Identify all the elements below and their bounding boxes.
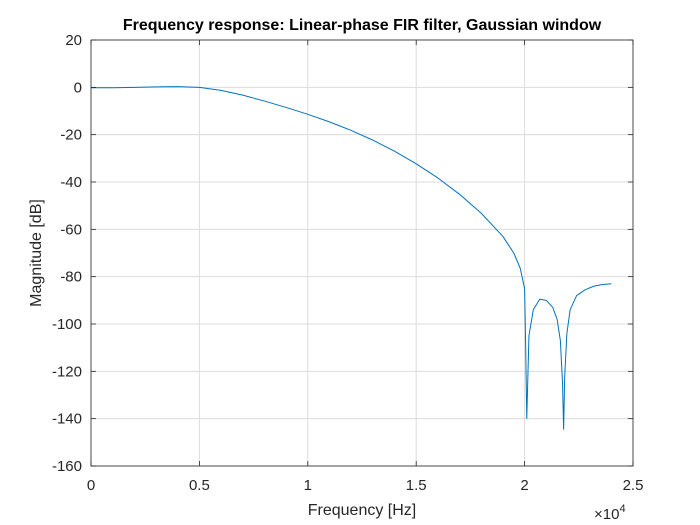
y-tick-label: -20	[60, 127, 82, 144]
y-tick-label: -40	[60, 174, 82, 191]
y-axis-title: Magnitude [dB]	[28, 199, 45, 307]
y-tick-label: -60	[60, 221, 82, 238]
grid	[90, 39, 634, 467]
x-tick-label: 0.5	[189, 477, 210, 494]
x-axis: 0 0.5 1 1.5 2 2.5	[87, 40, 644, 494]
chart-title: Frequency response: Linear-phase FIR fil…	[123, 17, 602, 34]
x-tick-label: 2	[520, 477, 528, 494]
x-tick-label: 1.5	[406, 477, 427, 494]
y-tick-label: 0	[74, 79, 82, 96]
y-tick-label: 20	[65, 32, 82, 49]
y-tick-label: -80	[60, 269, 82, 286]
x-axis-exponent-base: ×10	[594, 506, 619, 523]
x-tick-label: 2.5	[623, 477, 644, 494]
x-axis-title: Frequency [Hz]	[308, 502, 416, 519]
plot-area	[91, 40, 633, 466]
x-axis-exponent-power: 4	[619, 503, 625, 515]
y-tick-label: -100	[52, 316, 82, 333]
x-axis-exponent: ×104	[594, 503, 626, 523]
y-tick-label: -160	[52, 458, 82, 475]
series-line	[91, 86, 612, 430]
plot-frame	[90, 39, 634, 467]
y-axis: 20 0 -20 -40 -60 -80 -100 -120 -140 -160	[52, 32, 633, 475]
y-tick-label: -140	[52, 411, 82, 428]
x-tick-label: 0	[87, 477, 95, 494]
x-tick-label: 1	[304, 477, 312, 494]
y-tick-label: -120	[52, 363, 82, 380]
